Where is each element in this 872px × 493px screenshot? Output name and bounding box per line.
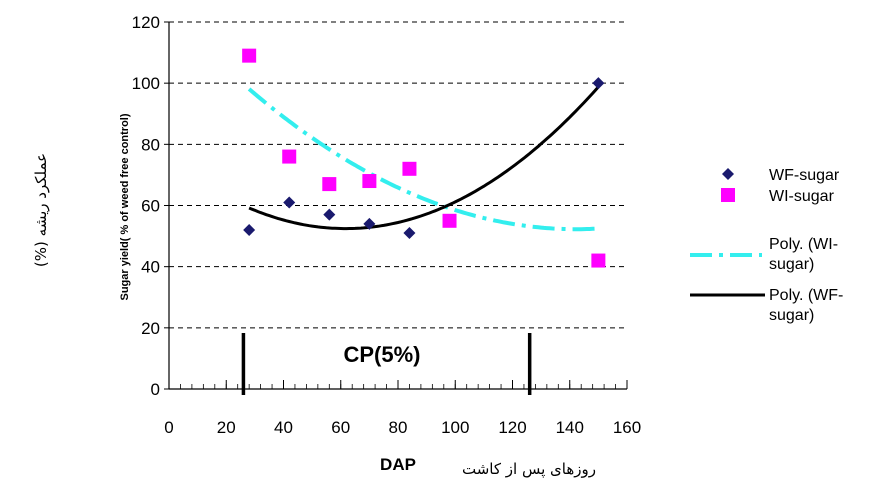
wf-point [283, 196, 296, 209]
wf-point [363, 217, 376, 230]
y-axis-label-persian: عملکرد ریشه (%) [32, 153, 50, 267]
cp-label: CP(5%) [343, 342, 420, 367]
wi-point [591, 253, 606, 268]
x-axis-label: DAP [380, 455, 416, 474]
y-tick-label: 0 [151, 380, 160, 399]
wi-point [402, 161, 417, 176]
axes [164, 21, 628, 390]
legend-wi-trend-label: Poly. (WI-sugar) [769, 236, 838, 273]
x-tick-label: 0 [164, 418, 173, 437]
legend-wf-trend-label: Poly. (WF-sugar) [769, 287, 843, 324]
wf-point [592, 77, 605, 90]
gridlines [169, 21, 627, 329]
y-tick-label: 40 [141, 258, 160, 277]
wf-point [323, 208, 336, 221]
x-tick-label: 120 [498, 418, 526, 437]
y-tick-label: 120 [132, 13, 160, 32]
data-points [242, 48, 606, 268]
wi-point [242, 48, 257, 63]
y-tick-label: 100 [132, 74, 160, 93]
y-tick-label: 80 [141, 135, 160, 154]
x-tick-label: 60 [331, 418, 350, 437]
x-tick-label: 80 [389, 418, 408, 437]
x-tick-label: 100 [441, 418, 469, 437]
trend-line-2 [247, 87, 599, 232]
legend-wi-label: WI-sugar [769, 188, 835, 205]
y-axis-label: Sugar yield( % of weed free control) [119, 113, 131, 300]
x-axis-label-persian: روزهای پس از کاشت [462, 460, 596, 479]
wi-point [322, 177, 337, 192]
y-tick-label: 20 [141, 319, 160, 338]
wi-point [362, 174, 377, 189]
x-tick-label: 40 [274, 418, 293, 437]
tick-labels: 0 20 40 60 80 100 120 0 20 40 60 80 100 120 140 160 [132, 13, 642, 437]
legend-wf-marker [722, 168, 734, 180]
y-tick-label: 60 [141, 197, 160, 216]
x-tick-label: 20 [217, 418, 236, 437]
wi-point [282, 149, 297, 164]
wi-point [442, 213, 457, 228]
legend-wi-marker [721, 188, 735, 202]
wf-point [243, 223, 256, 236]
trend-line-3 [248, 85, 600, 231]
legend: WF-sugar WI-sugar Poly. (WI-sugar) Poly. (W… [690, 167, 843, 324]
legend-wf-label: WF-sugar [769, 167, 840, 184]
cp-annotation: CP(5%) [241, 333, 532, 395]
x-tick-label: 140 [556, 418, 584, 437]
wf-point [403, 227, 416, 240]
x-tick-label: 160 [613, 418, 641, 437]
trend-lines [247, 85, 600, 232]
